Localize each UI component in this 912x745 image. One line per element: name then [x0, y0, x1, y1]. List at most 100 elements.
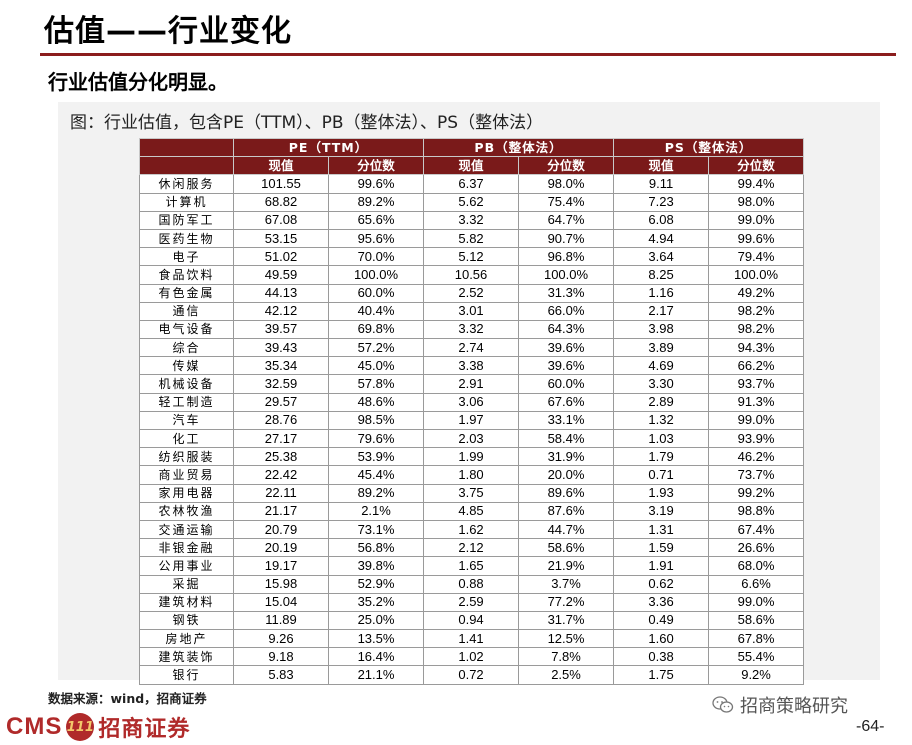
page-number: -64-	[856, 718, 885, 735]
table-cell: 89.2%	[327, 483, 425, 503]
table-cell: 29.57	[233, 392, 329, 412]
logo-mark-icon: 111	[66, 713, 95, 741]
table-cell: 0.38	[613, 647, 710, 667]
table-cell: 39.6%	[518, 338, 615, 358]
table-cell: 0.94	[423, 610, 520, 631]
industry-name: 机械设备	[139, 374, 234, 394]
table-group-header: PE（TTM） PB（整体法） PS（整体法）	[139, 137, 805, 158]
industry-name: 交通运输	[139, 519, 234, 540]
corner-cell	[139, 137, 234, 158]
table-cell: 0.72	[423, 665, 520, 685]
table-cell: 35.34	[233, 356, 329, 376]
table-row: 化工 27.17 79.6% 2.03 58.4% 1.03 93.9%	[139, 428, 805, 449]
table-cell: 98.0%	[708, 192, 805, 212]
table-cell: 1.93	[613, 483, 710, 503]
table-row: 食品饮料 49.59 100.0% 10.56 100.0% 8.25 100.0%	[139, 265, 805, 285]
table-cell: 99.4%	[708, 174, 805, 194]
table-cell: 10.56	[423, 265, 520, 285]
table-cell: 1.60	[613, 629, 710, 649]
industry-name: 建筑材料	[139, 592, 234, 612]
table-cell: 22.42	[233, 465, 329, 485]
industry-name: 采掘	[139, 574, 234, 594]
industry-name: 化工	[139, 428, 234, 449]
table-row: 家用电器 22.11 89.2% 3.75 89.6% 1.93 99.2%	[139, 483, 805, 503]
table-row: 休闲服务 101.55 99.6% 6.37 98.0% 9.11 99.4%	[139, 174, 805, 194]
table-cell: 21.9%	[518, 556, 615, 576]
table-cell: 69.8%	[327, 319, 425, 340]
title-divider	[40, 53, 896, 56]
table-cell: 39.57	[233, 319, 329, 340]
table-cell: 20.19	[233, 538, 329, 558]
table-cell: 79.6%	[327, 428, 425, 449]
industry-name: 医药生物	[139, 228, 234, 249]
table-cell: 27.17	[233, 428, 329, 449]
table-cell: 40.4%	[327, 301, 425, 321]
table-row: 公用事业 19.17 39.8% 1.65 21.9% 1.91 68.0%	[139, 556, 805, 576]
table-cell: 98.5%	[327, 410, 425, 431]
table-row: 轻工制造 29.57 48.6% 3.06 67.6% 2.89 91.3%	[139, 392, 805, 412]
table-cell: 2.89	[613, 392, 710, 412]
industry-name: 有色金属	[139, 283, 234, 303]
table-cell: 31.3%	[518, 283, 615, 303]
table-cell: 73.7%	[708, 465, 805, 485]
table-row: 房地产 9.26 13.5% 1.41 12.5% 1.60 67.8%	[139, 629, 805, 649]
table-cell: 93.7%	[708, 374, 805, 394]
table-row: 纺织服装 25.38 53.9% 1.99 31.9% 1.79 46.2%	[139, 447, 805, 467]
cms-logo: CMS 111 招商证券	[6, 711, 190, 743]
wechat-icon	[712, 696, 734, 713]
table-cell: 1.80	[423, 465, 520, 485]
table-cell: 3.36	[613, 592, 710, 612]
table-row: 综合 39.43 57.2% 2.74 39.6% 3.89 94.3%	[139, 338, 805, 358]
table-cell: 75.4%	[518, 192, 615, 212]
industry-name: 电气设备	[139, 319, 234, 340]
table-cell: 52.9%	[327, 574, 425, 594]
group-pb: PB（整体法）	[423, 137, 615, 158]
table-body: 休闲服务 101.55 99.6% 6.37 98.0% 9.11 99.4% 计算机 68.8…	[139, 174, 805, 685]
table-cell: 53.9%	[327, 447, 425, 467]
table-cell: 0.49	[613, 610, 710, 631]
table-sub-header: 现值 分位数 现值 分位数 现值 分位数	[139, 156, 805, 176]
table-cell: 2.5%	[518, 665, 615, 685]
table-cell: 98.2%	[708, 319, 805, 340]
industry-name: 商业贸易	[139, 465, 234, 485]
industry-name: 传媒	[139, 356, 234, 376]
table-cell: 42.12	[233, 301, 329, 321]
table-cell: 99.6%	[708, 228, 805, 249]
table-cell: 1.62	[423, 519, 520, 540]
table-cell: 1.41	[423, 629, 520, 649]
table-cell: 49.2%	[708, 283, 805, 303]
wechat-account: 招商策略研究	[712, 690, 848, 720]
industry-name: 非银金融	[139, 538, 234, 558]
table-cell: 44.7%	[518, 519, 615, 540]
table-cell: 25.38	[233, 447, 329, 467]
table-cell: 90.7%	[518, 228, 615, 249]
logo-cms-text: CMS	[6, 713, 63, 740]
table-cell: 64.3%	[518, 319, 615, 340]
table-cell: 1.02	[423, 647, 520, 667]
table-cell: 3.32	[423, 210, 520, 230]
industry-name: 家用电器	[139, 483, 234, 503]
table-row: 商业贸易 22.42 45.4% 1.80 20.0% 0.71 73.7%	[139, 465, 805, 485]
table-cell: 98.8%	[708, 501, 805, 521]
table-cell: 5.82	[423, 228, 520, 249]
table-cell: 32.59	[233, 374, 329, 394]
table-cell: 0.62	[613, 574, 710, 594]
logo-company-name: 招商证券	[98, 717, 191, 742]
table-cell: 87.6%	[518, 501, 615, 521]
table-cell: 3.19	[613, 501, 710, 521]
table-cell: 57.2%	[327, 338, 425, 358]
table-cell: 6.6%	[708, 574, 805, 594]
industry-name: 房地产	[139, 629, 234, 649]
table-cell: 3.75	[423, 483, 520, 503]
table-cell: 49.59	[233, 265, 329, 285]
table-cell: 35.2%	[327, 592, 425, 612]
table-cell: 100.0%	[518, 265, 615, 285]
table-row: 国防军工 67.08 65.6% 3.32 64.7% 6.08 99.0%	[139, 210, 805, 230]
wechat-account-name: 招商策略研究	[740, 696, 848, 717]
industry-name: 综合	[139, 338, 234, 358]
table-cell: 25.0%	[327, 610, 425, 631]
table-cell: 31.7%	[518, 610, 615, 631]
table-cell: 100.0%	[327, 265, 425, 285]
table-cell: 73.1%	[327, 519, 425, 540]
table-cell: 2.59	[423, 592, 520, 612]
